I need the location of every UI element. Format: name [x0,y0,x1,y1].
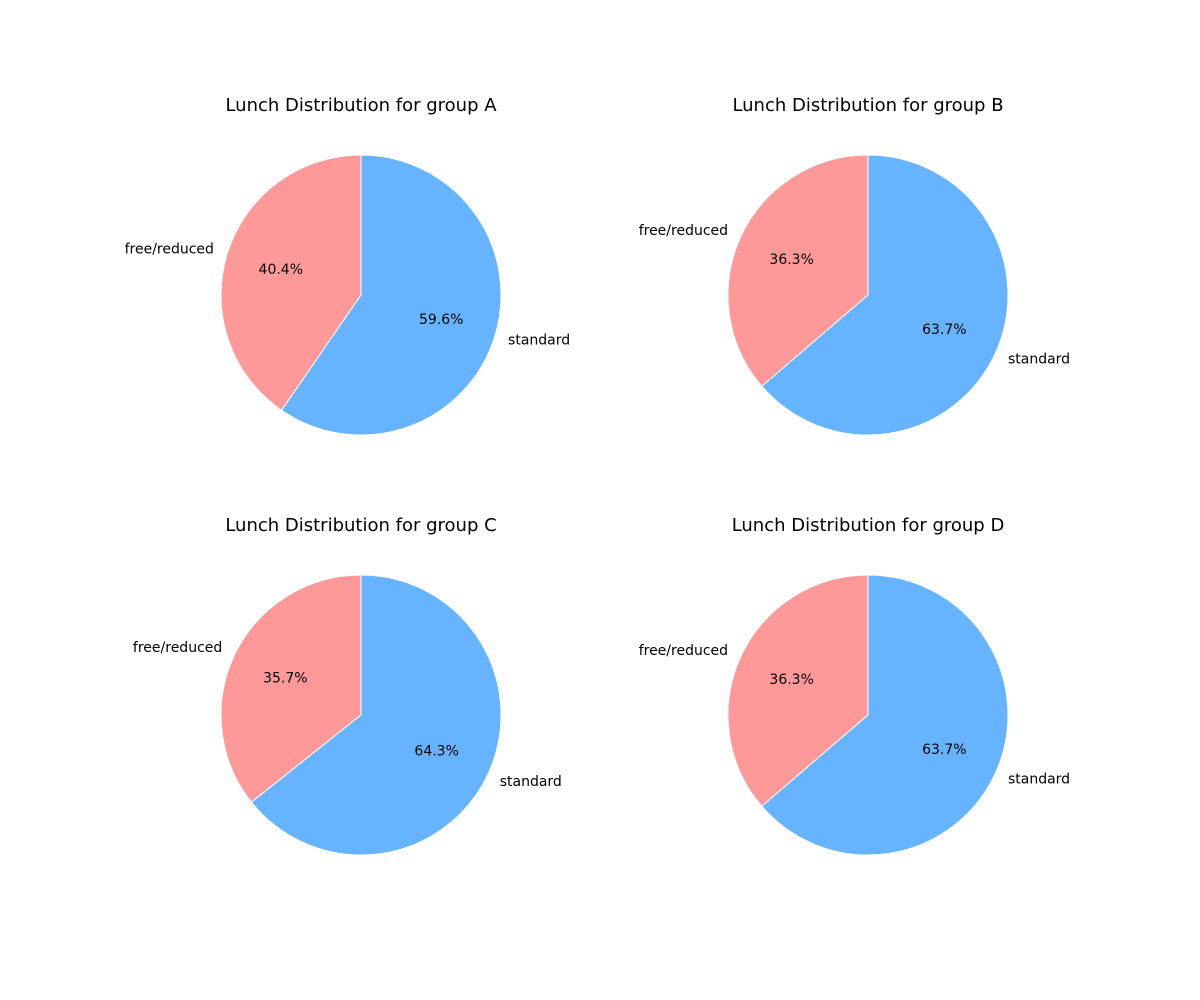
chart-title: Lunch Distribution for group A [225,95,497,116]
pie-percent-label: 40.4% [259,262,303,278]
pie-percent-label: 59.6% [419,312,463,328]
pie-chart-4: Lunch Distribution for group D 36.3% free/… [639,515,1070,856]
pie-slice-standard [761,574,1009,856]
pie-percent-label: 64.3% [414,743,458,759]
chart-title: Lunch Distribution for group D [732,515,1005,536]
pie-slice-free-reduced [727,574,869,807]
pie-category-label: free/reduced [133,640,222,656]
pie-percent-label: 63.7% [922,742,966,758]
pie-category-label: standard [1008,771,1070,787]
pie-category-label: free/reduced [639,643,728,659]
pie-percent-label: 63.7% [922,322,966,338]
pie-chart-3: Lunch Distribution for group C 35.7% free/… [133,515,562,856]
pie-slice-standard [761,154,1009,436]
pie-category-label: free/reduced [639,223,728,239]
pie-chart-1: Lunch Distribution for group A 40.4% free/… [125,95,570,436]
chart-title: Lunch Distribution for group B [732,95,1003,116]
pie-percent-label: 36.3% [769,672,813,688]
pie-percent-label: 36.3% [769,252,813,268]
pie-category-label: standard [500,774,562,790]
pie-slice-standard [250,574,502,856]
pie-category-label: standard [508,333,570,349]
chart-title: Lunch Distribution for group C [225,515,496,536]
pie-chart-2: Lunch Distribution for group B 36.3% free/… [639,95,1070,436]
pie-category-label: free/reduced [125,241,214,257]
pie-category-label: standard [1008,351,1070,367]
pie-slice-free-reduced [220,154,362,411]
pie-slice-free-reduced [727,154,869,387]
pie-percent-label: 35.7% [263,671,307,687]
pie-slice-standard [280,154,502,436]
pie-slice-free-reduced [220,574,362,803]
